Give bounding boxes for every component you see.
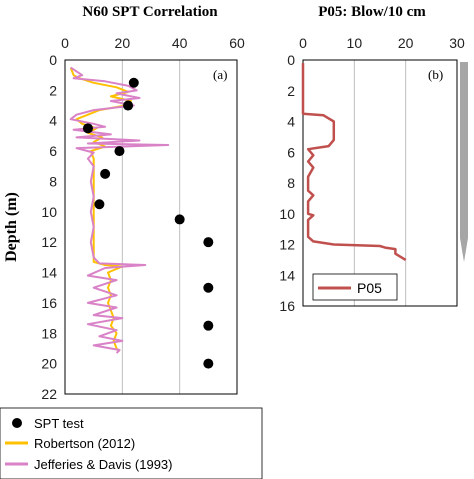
panel-b-letter: (b)	[428, 67, 443, 82]
spt-test-point	[203, 358, 214, 369]
spt-test-point	[114, 146, 125, 157]
panel-a-y-tick-label: 18	[41, 325, 57, 341]
panel-b-y-tick-label: 0	[287, 52, 295, 68]
panel-b-y-ticks: 0 2 4 6 8 10 12 14 16	[279, 52, 295, 314]
panel-a-title: N60 SPT Correlation	[82, 4, 218, 20]
spt-test-point	[123, 100, 134, 111]
panel-a-y-tick-label: 8	[49, 173, 57, 189]
panel-b-x-tick-label: 20	[398, 35, 414, 51]
panel-a-grid	[121, 60, 181, 394]
panel-a-y-label: Depth (m)	[3, 192, 20, 262]
panel-a-x-tick-label: 60	[229, 35, 245, 51]
panel-a-y-tick-label: 2	[49, 82, 57, 98]
panel-a-y-tick-label: 10	[41, 204, 57, 220]
panel-a-x-tick-label: 20	[115, 35, 131, 51]
panel-b-x-ticks: 0 10 20 30	[299, 35, 465, 51]
panel-a-y-tick-label: 16	[41, 295, 57, 311]
panel-a-y-tick-label: 6	[49, 143, 57, 159]
spt-test-point	[100, 168, 111, 179]
panel-a-x-tick-label: 40	[172, 35, 188, 51]
panel-b-y-tick-label: 6	[287, 144, 295, 160]
panel-a-letter: (a)	[213, 67, 227, 82]
spt-test-point	[82, 123, 93, 134]
panel-a-y-ticks: 0 2 4 6 8 10 12 14 16 18 20 22	[41, 52, 57, 402]
panel-b-x-tick-label: 0	[299, 35, 307, 51]
spt-test-point	[203, 282, 214, 293]
panel-b-grid	[353, 60, 407, 306]
panel-b-y-tick-label: 10	[279, 206, 295, 222]
panel-b-x-tick-label: 30	[449, 35, 465, 51]
spt-test-point	[203, 320, 214, 331]
panel-b-y-tick-label: 4	[287, 114, 295, 130]
jefferies-davis-1993-line	[69, 66, 170, 354]
spt-test-point	[94, 199, 105, 210]
panel-b-y-tick-label: 12	[279, 237, 295, 253]
panel-b-y-tick-label: 16	[279, 298, 295, 314]
panel-a-y-tick-label: 20	[41, 356, 57, 372]
spt-test-point	[174, 214, 185, 225]
panel-a-x-tick-label: 0	[61, 35, 69, 51]
legend-spt-label: SPT test	[34, 416, 84, 431]
panel-b-series-line	[301, 63, 407, 261]
panel-b-y-tick-label: 14	[279, 267, 295, 283]
panel-a-y-tick-label: 12	[41, 234, 57, 250]
panel-b-y-tick-label: 2	[287, 83, 295, 99]
spt-test-point	[128, 77, 139, 88]
legend-robertson-label: Robertson (2012)	[34, 436, 135, 451]
p05-line	[301, 63, 407, 261]
panel-b-title: P05: Blow/10 cm	[318, 4, 426, 20]
panel-a-y-tick-label: 0	[49, 52, 57, 68]
panel-a-y-tick-label: 22	[41, 386, 57, 402]
legend-spt-marker	[12, 418, 22, 428]
panel-b-y-tick-label: 8	[287, 175, 295, 191]
panel-a-x-ticks: 0 20 40 60	[61, 35, 245, 51]
spt-test-point	[203, 237, 214, 248]
panel-a-y-tick-label: 4	[49, 113, 57, 129]
panel-a-y-tick-label: 14	[41, 265, 57, 281]
panel-b-legend-label: P05	[357, 280, 382, 296]
main-legend-box	[0, 407, 263, 479]
panel-a-series-lines	[69, 66, 170, 354]
legend-jefferies-label: Jefferies & Davis (1993)	[34, 457, 173, 472]
panel-b-frame	[302, 59, 458, 307]
panel-a-spt-points	[82, 77, 214, 369]
probe-shape	[460, 62, 468, 262]
panel-b-x-tick-label: 10	[347, 35, 363, 51]
panel-a-frame	[64, 59, 238, 395]
